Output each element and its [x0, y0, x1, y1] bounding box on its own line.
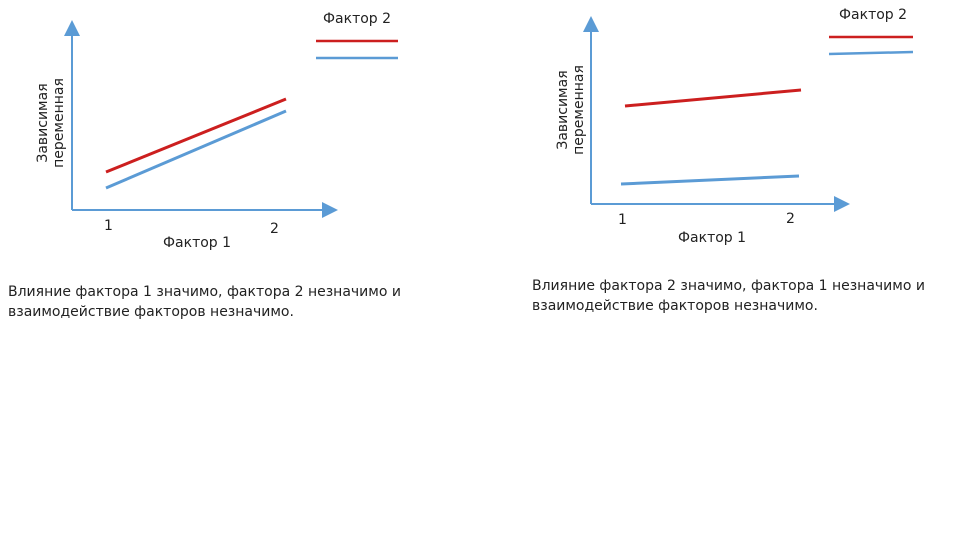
plot-1-canvas: [64, 20, 398, 218]
y-axis-label: Зависимая переменная: [35, 73, 69, 173]
series-red-line: [105, 97, 287, 174]
legend-title: Фактор 2: [839, 7, 908, 23]
caption: Влияние фактора 2 значимо, фактора 1 нез…: [532, 278, 925, 314]
interaction-plot-1: Фактор 2 Зависимая переменная 1 Фактор 1…: [8, 11, 401, 320]
x-tick-label-2: 2: [786, 211, 795, 227]
x-tick-label-1: 1: [104, 218, 113, 234]
series-blue-line: [105, 109, 287, 190]
caption: Влияние фактора 1 значимо, фактора 2 нез…: [8, 284, 401, 320]
interaction-plot-2: Фактор 2 Зависимая переменная 1 Фактор 1…: [480, 0, 960, 540]
y-axis-label-line1: Зависимая: [555, 70, 571, 150]
x-tick-label-2: 2: [270, 221, 279, 237]
x-axis-label: Фактор 1: [678, 230, 747, 246]
x-axis-label: Фактор 1: [163, 235, 232, 251]
series-red-line: [624, 88, 802, 108]
x-tick-label-1: 1: [618, 212, 627, 228]
plot-2-canvas: [583, 16, 914, 212]
series-blue-line: [620, 174, 800, 186]
legend-title: Фактор 2: [323, 11, 392, 27]
y-axis-label-line1: Зависимая: [35, 83, 51, 163]
y-axis-label: Зависимая переменная: [555, 54, 589, 166]
y-axis-label-line2: переменная: [571, 65, 587, 155]
legend-blue-swatch: [828, 50, 914, 56]
y-axis-label-line2: переменная: [51, 78, 67, 168]
